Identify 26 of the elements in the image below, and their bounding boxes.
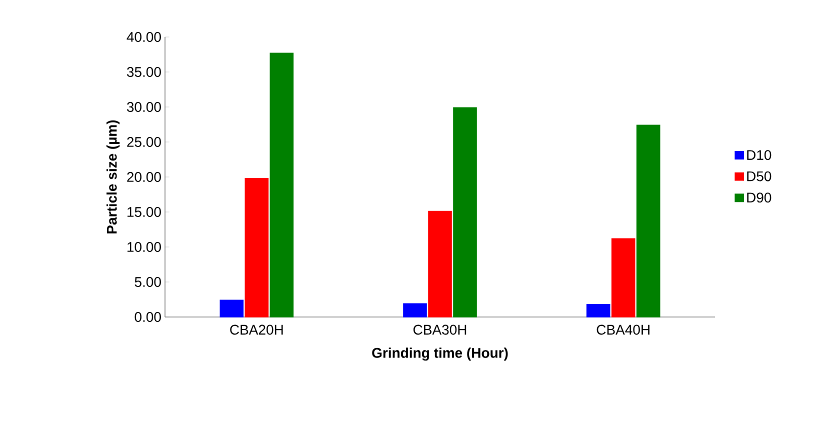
bar [453, 107, 477, 318]
bar [428, 210, 452, 318]
legend-label: D50 [747, 171, 772, 182]
y-tick-label: 20.00 [127, 172, 161, 182]
y-tick-label: 10.00 [128, 242, 161, 252]
bar [636, 124, 660, 318]
y-axis-title: Particle size (µm) [106, 120, 120, 234]
y-tick-label: 0.00 [134, 312, 161, 322]
legend-label: D10 [747, 150, 772, 160]
x-tick-label: CBA40H [596, 324, 650, 335]
legend-label: D90 [747, 192, 772, 203]
x-tick-label: CBA30H [413, 324, 466, 335]
y-tick-label: 25.00 [127, 137, 161, 147]
x-axis-title: Grinding time (Hour) [372, 348, 508, 361]
y-tick-label: 40.00 [126, 32, 161, 42]
y-tick-label: 15.00 [128, 207, 161, 217]
bar [611, 238, 636, 318]
y-tick-label: 5.00 [134, 277, 161, 287]
bar [220, 300, 244, 318]
y-tick-label: 30.00 [126, 102, 161, 112]
bar [403, 303, 427, 318]
y-tick-label: 35.00 [126, 67, 161, 77]
bar [586, 304, 610, 318]
bar [270, 52, 294, 318]
bar [244, 178, 269, 318]
x-tick-label: CBA20H [230, 324, 283, 335]
